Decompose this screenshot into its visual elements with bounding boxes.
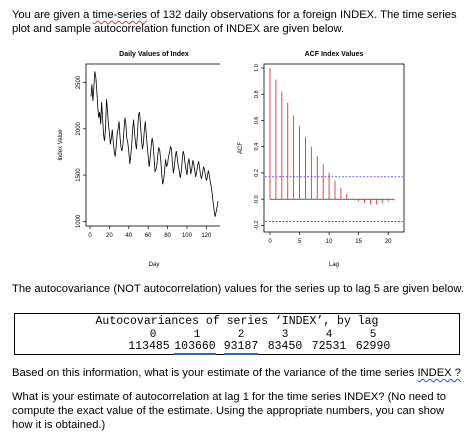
acf-y-tick-label: 0.2 [254, 169, 260, 177]
autocov-value: 93187 [223, 340, 259, 355]
autocov-value: 103660 [174, 340, 216, 355]
intro-text-b: of 132 daily observations for a foreign … [12, 9, 457, 35]
ts-series-line [90, 71, 219, 217]
acf-y-axis-label: ACF [238, 142, 244, 154]
acf-x-tick-label: 10 [326, 239, 333, 245]
ts-x-tick-label: 20 [106, 233, 113, 239]
autocov-header: Autocovariances of series ‘INDEX’, by la… [95, 315, 379, 328]
ts-x-tick-label: 40 [125, 233, 132, 239]
ts-x-tick-label: 100 [182, 233, 193, 239]
lag-label: 0 [149, 329, 157, 341]
ts-y-tick-label: 1000 [76, 214, 82, 228]
acf-y-tick-label: 0.0 [254, 195, 260, 203]
ts-x-tick-label: 80 [164, 233, 171, 239]
intro-text: You are given a time-series of 132 daily… [12, 8, 464, 36]
lag-label: 1 [193, 329, 201, 341]
ts-y-axis-label: Index Value [58, 129, 64, 161]
autocov-value: 62990 [355, 340, 391, 353]
ts-x-tick-label: 120 [201, 233, 212, 239]
acf-plot-frame [263, 63, 405, 233]
lag-label: 4 [325, 329, 333, 341]
autocov-output-box: Autocovariances of series ‘INDEX’, by la… [14, 313, 460, 355]
autocov-value: 72531 [311, 340, 347, 353]
acf-y-tick-label: 0.4 [254, 143, 260, 151]
acf-y-tick-label: 0.8 [254, 90, 260, 98]
autocov-value: 113485 [128, 340, 170, 353]
lag-label: 2 [237, 329, 245, 341]
intro-text-a: You are given a [12, 9, 93, 21]
autocov-value: 83450 [267, 340, 303, 353]
acf-y-tick-label: 0.6 [254, 117, 260, 125]
lag-label: 5 [369, 329, 377, 341]
ts-y-tick-label: 1500 [76, 168, 82, 182]
question-variance-a: Based on this information, what is your … [12, 367, 418, 379]
ts-chart-title: Daily Values of Index [119, 51, 189, 58]
ts-x-tick-label: 60 [145, 233, 152, 239]
acf-chart: ACF Index Values 0 5 10 15 20 -0.2 0.0 0.2 0.4 0.… [238, 51, 405, 268]
question-variance: Based on this information, what is your … [12, 366, 464, 380]
acf-x-axis-label: Lag [329, 262, 339, 268]
acf-chart-title: ACF Index Values [305, 51, 364, 58]
ts-x-axis-label: Day [149, 262, 160, 268]
intro-text-squiggle: time-series [92, 9, 148, 21]
time-series-chart: Daily Values of Index 0 20 40 60 80 100 120 100… [58, 51, 220, 268]
ts-y-tick-label: 2000 [76, 121, 82, 135]
acf-y-tick-label: 1.0 [254, 64, 260, 72]
lag-label: 3 [281, 329, 289, 341]
acf-x-tick-label: 15 [355, 239, 362, 245]
ts-y-tick-label: 2500 [76, 75, 82, 89]
acf-x-tick-label: 20 [385, 239, 392, 245]
acf-y-tick-label: -0.2 [254, 221, 260, 230]
ts-plot-frame [85, 63, 220, 227]
question-autocorrelation: What is your estimate of autocorrelation… [12, 391, 447, 431]
acf-x-tick-label: 5 [298, 239, 302, 245]
autocov-intro: The autocovariance (NOT autocorrelation)… [12, 283, 464, 295]
acf-x-tick-label: 0 [268, 239, 272, 245]
question-variance-squiggle: INDEX ? [417, 367, 461, 379]
ts-x-tick-label: 0 [88, 233, 92, 239]
